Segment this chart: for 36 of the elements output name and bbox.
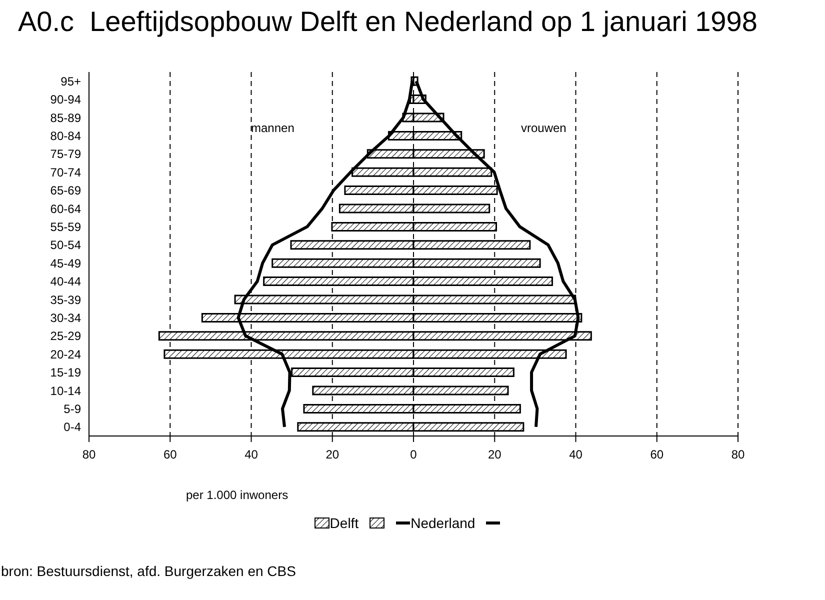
text: bron: Bestuursdienst, afd. Burgerzaken en CBS (1, 563, 296, 579)
y-tick-label: 5-9 (64, 402, 82, 416)
legend-label: Delft (330, 515, 359, 531)
y-tick-label: 20-24 (50, 347, 82, 362)
x-tick-label: 40 (569, 448, 583, 462)
legend-label: Nederland (410, 515, 476, 531)
y-tick-label: 90-94 (50, 92, 82, 107)
x-axis-title: per 1.000 inwoners (186, 488, 288, 502)
annotation: mannen (251, 121, 294, 135)
y-tick-label: 75-79 (50, 147, 82, 162)
x-tick-label: 20 (488, 448, 502, 462)
y-tick-label: 0-4 (64, 420, 82, 434)
x-tick-label: 80 (82, 448, 96, 462)
y-tick-label: 60-64 (50, 202, 82, 216)
y-tick-label: 85-89 (50, 110, 82, 125)
y-tick-label: 95+ (60, 74, 81, 88)
y-tick-label: 70-74 (50, 165, 82, 180)
x-tick-label: 60 (163, 448, 178, 462)
x-tick-label: 20 (326, 448, 340, 462)
x-tick-label: 0 (410, 448, 418, 462)
y-tick-label: 15-19 (50, 366, 82, 380)
y-tick-label: 65-69 (50, 184, 82, 198)
y-tick-label: 30-34 (50, 310, 82, 325)
y-tick-label: 10-14 (50, 384, 82, 398)
y-tick-label: 35-39 (50, 292, 82, 307)
y-tick-label: 80-84 (50, 128, 82, 143)
y-tick-label: 50-54 (50, 238, 82, 252)
y-tick-label: 40-44 (50, 274, 82, 289)
annotation: vrouwen (521, 121, 566, 135)
y-tick-label: 25-29 (50, 329, 82, 344)
y-tick-label: 45-49 (50, 256, 82, 270)
x-tick-label: 40 (244, 448, 258, 462)
x-tick-label: 80 (731, 448, 745, 462)
chart-title: A0.c Leeftijdsopbouw Delft en Nederland op 1 januari 1998 (18, 6, 758, 38)
y-tick-label: 55-59 (50, 220, 82, 234)
x-tick-label: 60 (650, 448, 664, 462)
